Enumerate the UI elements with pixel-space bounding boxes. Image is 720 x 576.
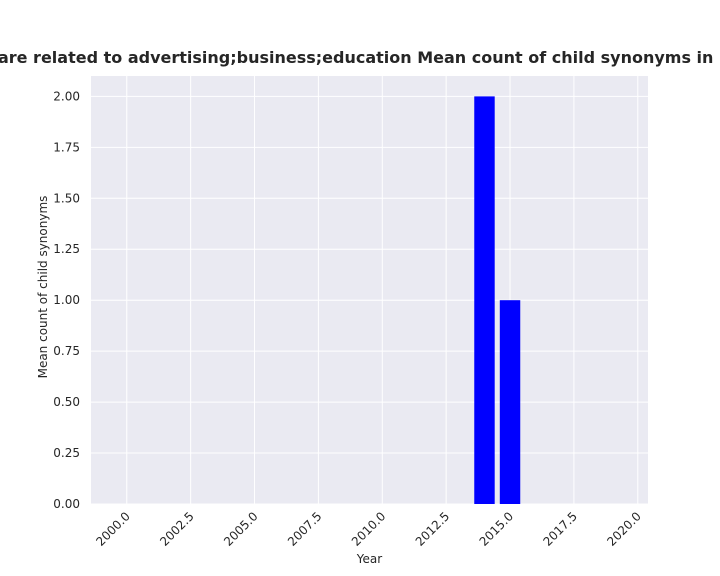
plot-background bbox=[91, 76, 648, 504]
chart-title: Categories are related to advertising;bu… bbox=[0, 48, 720, 67]
x-tick-label: 2000.0 bbox=[93, 509, 133, 549]
y-tick-label: 0.25 bbox=[53, 446, 80, 460]
y-tick-label: 1.00 bbox=[53, 293, 80, 307]
bar bbox=[474, 96, 495, 504]
x-tick-label: 2007.5 bbox=[285, 509, 325, 549]
y-tick-label: 1.75 bbox=[53, 140, 80, 154]
bar bbox=[499, 300, 521, 504]
grid-lines bbox=[91, 76, 648, 505]
x-tick-label: 2005.0 bbox=[221, 509, 261, 549]
x-tick-label: 2010.0 bbox=[349, 509, 389, 549]
y-tick-label: 0.50 bbox=[53, 395, 80, 409]
y-tick-label: 0.75 bbox=[53, 344, 80, 358]
y-tick-label: 1.50 bbox=[53, 191, 80, 205]
bars bbox=[474, 96, 521, 504]
x-tick-label: 2020.0 bbox=[604, 509, 644, 549]
x-tick-label: 2002.5 bbox=[157, 509, 197, 549]
x-axis-ticks: 2000.0 2002.5 2005.0 2007.5 2010.0 2012.5 2015… bbox=[93, 509, 644, 549]
x-tick-label: 2017.5 bbox=[540, 509, 580, 549]
y-tick-label: 0.00 bbox=[53, 497, 80, 511]
y-axis-label: Mean count of child synonyms bbox=[36, 196, 50, 379]
y-tick-label: 2.00 bbox=[53, 89, 80, 103]
y-tick-label: 1.25 bbox=[53, 242, 80, 256]
x-axis-label: Year bbox=[356, 552, 382, 566]
x-tick-label: 2015.0 bbox=[477, 509, 517, 549]
y-axis-ticks: 0.00 0.25 0.50 0.75 1.00 1.25 1.50 1.75 2.00 bbox=[53, 89, 80, 511]
x-tick-label: 2012.5 bbox=[413, 509, 453, 549]
